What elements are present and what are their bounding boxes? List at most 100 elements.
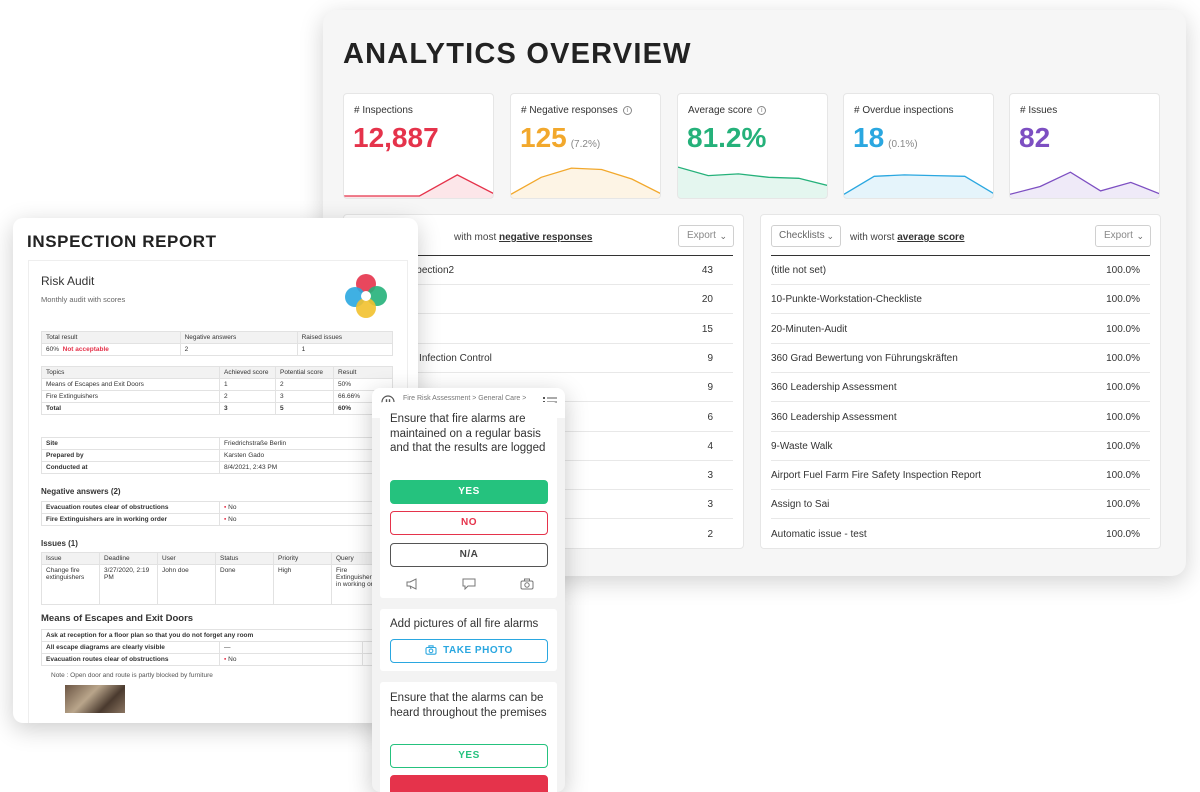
negative-responses-link[interactable]: negative responses bbox=[499, 232, 593, 243]
table-row[interactable]: 20-Minuten-Audit 100.0% bbox=[771, 315, 1150, 344]
row-name: and Hygiene - Infection Control bbox=[354, 352, 492, 364]
report-document[interactable]: Risk Audit Monthly audit with scores Tot… bbox=[28, 260, 408, 723]
logo-icon bbox=[345, 274, 387, 318]
sparkline-chart bbox=[511, 167, 660, 198]
chevron-down-icon: ⌄ bbox=[719, 231, 727, 241]
question-2-text: Add pictures of all fire alarms bbox=[390, 618, 539, 630]
table-row[interactable]: 10-Punkte-Workstation-Checkliste 100.0% bbox=[771, 285, 1150, 315]
checklists-dropdown[interactable]: Checklists ⌄ bbox=[771, 225, 841, 247]
row-name: (title not set) bbox=[771, 265, 827, 276]
kpi-value: 18 (0.1%) bbox=[853, 122, 918, 153]
row-value: 2 bbox=[707, 528, 713, 540]
row-value: 100.0% bbox=[1106, 265, 1140, 276]
row-value: 9 bbox=[707, 382, 713, 394]
sparkline-chart bbox=[678, 166, 827, 198]
sparkline-area bbox=[1010, 172, 1159, 198]
sparkline-line bbox=[344, 174, 493, 197]
kpi-value: 12,887 bbox=[353, 122, 439, 153]
kpi-card[interactable]: # Issues 82 bbox=[1009, 93, 1160, 199]
table-row[interactable]: Airport Fuel Farm Fire Safety Inspection… bbox=[771, 461, 1150, 491]
evidence-photo[interactable] bbox=[65, 685, 125, 713]
info-icon[interactable]: i bbox=[622, 106, 632, 115]
comment-icon[interactable] bbox=[462, 578, 476, 590]
row-value: 100.0% bbox=[1106, 382, 1140, 394]
row-value: 6 bbox=[707, 411, 713, 423]
na-button[interactable]: N/A bbox=[390, 543, 548, 567]
mobile-app-window: Fire Risk Assessment > General Care > En… bbox=[372, 388, 565, 792]
kpi-label: Average score i bbox=[688, 105, 767, 116]
row-value: 3 bbox=[707, 470, 713, 482]
analytics-title: ANALYTICS OVERVIEW bbox=[343, 38, 692, 70]
chevron-down-icon: ⌄ bbox=[1136, 231, 1144, 241]
row-value: 100.0% bbox=[1106, 411, 1140, 423]
no-button[interactable]: NO bbox=[390, 511, 548, 535]
doc-title: Risk Audit bbox=[41, 274, 95, 288]
table-row[interactable]: (title not set) 100.0% bbox=[771, 256, 1150, 285]
export-button-left[interactable]: Export ⌄ bbox=[678, 225, 734, 247]
kpi-card[interactable]: # Negative responses i 125 (7.2%) bbox=[510, 93, 661, 199]
table-row[interactable]: Assign to Sai 100.0% bbox=[771, 490, 1150, 520]
negative-answers-table: Evacuation routes clear of obstructions ▪… bbox=[41, 501, 393, 526]
take-photo-button[interactable]: TAKE PHOTO bbox=[390, 639, 548, 663]
question-card-2: Add pictures of all fire alarms TAKE PHO… bbox=[380, 609, 557, 671]
report-title: INSPECTION REPORT bbox=[27, 232, 217, 251]
row-value: 100.0% bbox=[1106, 294, 1140, 306]
camera-icon[interactable] bbox=[520, 578, 534, 590]
panel-header-left: with most negative responses bbox=[454, 232, 593, 243]
row-name: Airport Fuel Farm Fire Safety Inspection… bbox=[771, 470, 982, 482]
row-name: Automatic issue - test bbox=[771, 528, 867, 540]
sparkline-chart bbox=[844, 174, 993, 198]
breadcrumb[interactable]: Fire Risk Assessment > General Care > bbox=[403, 395, 527, 402]
table-row[interactable]: 9-Waste Walk 100.0% bbox=[771, 432, 1150, 461]
row-value: 9 bbox=[707, 352, 713, 364]
average-score-panel: Checklists ⌄ with worst average score Exp… bbox=[760, 214, 1161, 549]
row-value: 3 bbox=[707, 499, 713, 511]
inspection-report-window: INSPECTION REPORT Risk Audit Monthly aud… bbox=[13, 218, 418, 723]
row-value: 100.0% bbox=[1106, 440, 1140, 452]
summary-table: Total result Negative answers Raised iss… bbox=[41, 331, 394, 356]
row-value: 20 bbox=[701, 294, 713, 306]
table-row[interactable]: and Hygiene - Infection Control 9 bbox=[354, 344, 733, 373]
sparkline-line bbox=[678, 166, 827, 186]
means-table: Ask at reception for a floor plan so tha… bbox=[41, 629, 393, 666]
chevron-down-icon: ⌄ bbox=[826, 231, 834, 241]
sparkline-line bbox=[1010, 171, 1159, 195]
sparkline-chart bbox=[1010, 171, 1159, 198]
info-icon[interactable]: i bbox=[757, 106, 767, 115]
yes-button[interactable]: YES bbox=[390, 480, 548, 504]
sparkline-chart bbox=[344, 174, 493, 198]
megaphone-icon[interactable] bbox=[406, 578, 420, 590]
kpi-label: # Overdue inspections bbox=[854, 105, 954, 116]
row-name: 360 Grad Bewertung von Führungskräften bbox=[771, 352, 958, 364]
note-text: Note : Open door and route is partly blo… bbox=[51, 672, 213, 679]
table-row[interactable]: 360 Grad Bewertung von Führungskräften 10… bbox=[771, 344, 1150, 373]
row-value: 15 bbox=[701, 323, 713, 335]
table-row[interactable]: 360 Leadership Assessment 100.0% bbox=[771, 373, 1150, 403]
kpi-card[interactable]: # Inspections 12,887 bbox=[343, 93, 494, 199]
kpi-card[interactable]: # Overdue inspections 18 (0.1%) bbox=[843, 93, 994, 199]
info-table: Site Friedrichstraße Berlin Prepared by Ka… bbox=[41, 437, 393, 474]
average-score-link[interactable]: average score bbox=[897, 232, 965, 243]
yes-button-2[interactable]: YES bbox=[390, 744, 548, 768]
row-name: Assign to Sai bbox=[771, 499, 830, 511]
table-row[interactable]: Automatic issue - test 100.0% bbox=[771, 520, 1150, 548]
kpi-label: # Issues bbox=[1020, 105, 1058, 116]
row-value: 100.0% bbox=[1106, 499, 1140, 511]
no-button-2[interactable] bbox=[390, 775, 548, 792]
row-value: 43 bbox=[701, 265, 713, 276]
issues-title: Issues (1) bbox=[41, 539, 78, 548]
kpi-percentage: (7.2%) bbox=[570, 139, 601, 150]
doc-subtitle: Monthly audit with scores bbox=[41, 295, 126, 304]
export-button-right[interactable]: Export ⌄ bbox=[1095, 225, 1151, 247]
kpi-label: # Negative responses i bbox=[521, 105, 632, 116]
row-value: 4 bbox=[707, 440, 713, 452]
kpi-card[interactable]: Average score i 81.2% bbox=[677, 93, 828, 199]
row-value: 100.0% bbox=[1106, 470, 1140, 482]
table-row[interactable]: 360 Leadership Assessment 100.0% bbox=[771, 403, 1150, 432]
panel-header-right: with worst average score bbox=[850, 232, 965, 243]
row-value: 100.0% bbox=[1106, 352, 1140, 364]
row-name: 20-Minuten-Audit bbox=[771, 323, 848, 335]
question-card-3: Ensure that the alarms can be heard thro… bbox=[380, 682, 557, 792]
row-name: 360 Leadership Assessment bbox=[771, 382, 897, 394]
question-1-text: Ensure that fire alarms are maintained o… bbox=[390, 413, 546, 454]
